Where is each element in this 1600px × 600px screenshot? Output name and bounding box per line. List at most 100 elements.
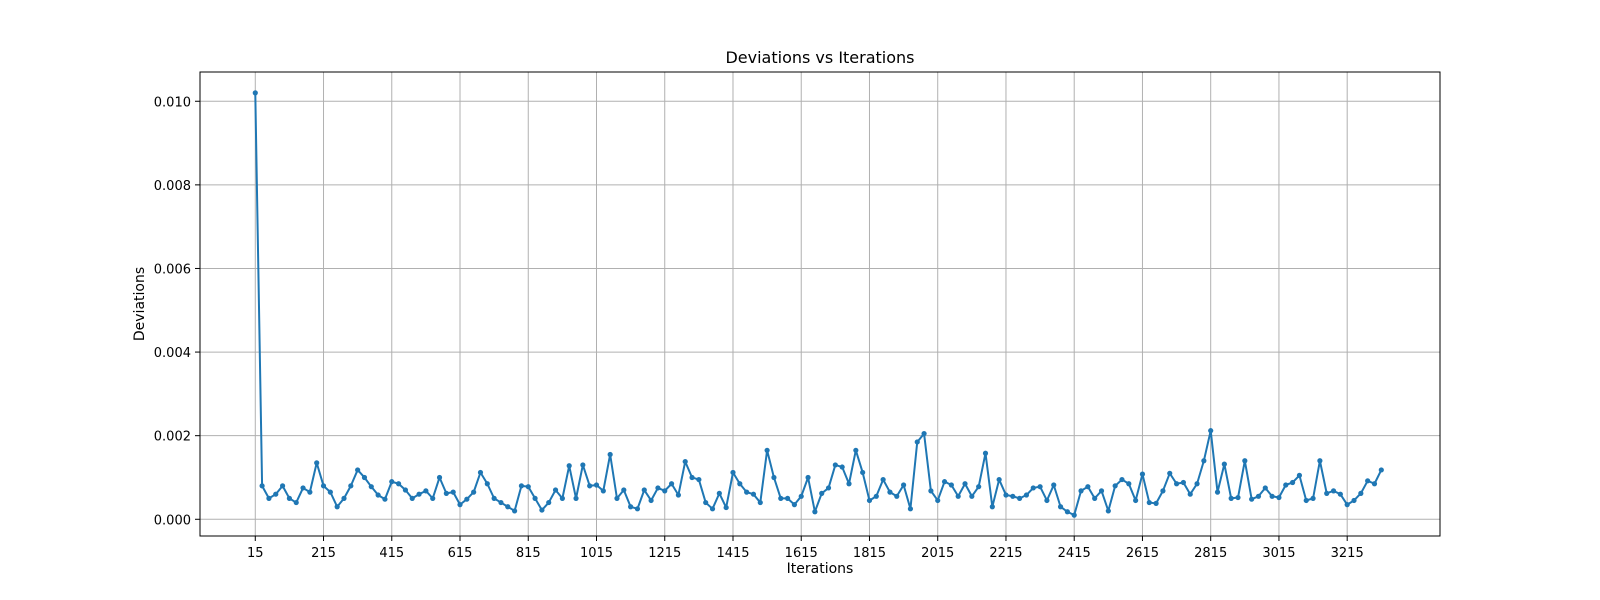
data-point — [791, 502, 798, 508]
data-point — [252, 90, 258, 96]
data-point — [1201, 458, 1207, 464]
data-point — [471, 489, 477, 495]
data-point — [1296, 472, 1303, 478]
data-point — [416, 491, 422, 497]
x-tick-label: 1015 — [580, 546, 613, 561]
data-point — [436, 474, 443, 481]
data-point — [505, 504, 511, 510]
data-point — [628, 504, 634, 510]
data-point — [607, 451, 613, 458]
data-point — [744, 489, 750, 495]
data-point — [716, 490, 722, 496]
data-point — [559, 495, 565, 501]
data-point — [1330, 488, 1337, 494]
data-point — [634, 506, 641, 512]
data-point — [1153, 500, 1159, 506]
data-point — [1037, 484, 1043, 490]
data-point — [539, 507, 545, 513]
data-point — [484, 481, 490, 487]
x-tick-label: 3215 — [1331, 546, 1364, 561]
x-tick-label: 3015 — [1262, 546, 1295, 561]
data-point — [655, 485, 661, 491]
data-point — [682, 458, 688, 465]
data-point — [969, 493, 975, 499]
data-point — [614, 495, 620, 501]
data-point — [1119, 476, 1125, 483]
data-point — [1173, 481, 1180, 487]
data-point — [1017, 495, 1023, 501]
data-point — [982, 450, 989, 456]
data-point — [1064, 509, 1070, 515]
data-point — [764, 447, 770, 453]
data-point — [368, 484, 374, 490]
x-tick-label: 615 — [448, 546, 473, 561]
data-point — [552, 487, 559, 493]
data-point — [1289, 479, 1296, 486]
data-point — [873, 493, 879, 499]
series-deviations — [252, 90, 1384, 518]
data-point — [1358, 490, 1364, 496]
data-point — [1371, 481, 1378, 487]
data-point — [750, 491, 757, 497]
x-tick-label: 1615 — [785, 546, 818, 561]
data-point — [703, 499, 709, 506]
data-point — [320, 483, 327, 489]
data-point — [1160, 488, 1166, 494]
data-point — [1262, 485, 1268, 491]
data-point — [348, 483, 354, 489]
data-point — [962, 481, 968, 487]
data-point — [880, 476, 886, 483]
x-axis-label: Iterations — [787, 561, 854, 577]
data-point — [805, 474, 811, 481]
data-point — [525, 484, 531, 490]
data-point — [566, 463, 572, 469]
data-point — [757, 499, 763, 506]
data-point — [778, 495, 784, 501]
data-point — [771, 474, 777, 481]
data-point — [1242, 458, 1248, 464]
data-point — [1146, 499, 1152, 506]
data-point — [846, 481, 852, 487]
data-point — [955, 493, 961, 499]
data-point — [300, 485, 306, 491]
x-axis-ticks: 15 215 415 615 815 1015 1215 1415 1615 1815 2015 22… — [247, 536, 1364, 561]
data-point — [1167, 470, 1173, 476]
data-point — [341, 495, 347, 501]
data-point — [798, 493, 804, 499]
data-point — [935, 497, 941, 504]
data-point — [518, 483, 525, 489]
data-point — [948, 482, 954, 488]
data-point — [314, 460, 320, 466]
data-point — [668, 481, 675, 487]
data-point — [675, 492, 681, 498]
data-point — [430, 495, 436, 501]
data-point — [921, 430, 927, 437]
data-point — [1337, 491, 1343, 497]
data-point — [409, 495, 415, 501]
data-point — [832, 462, 838, 468]
data-point — [546, 499, 552, 506]
data-point — [1365, 478, 1371, 484]
data-point — [395, 481, 402, 487]
data-point — [389, 479, 395, 485]
data-point — [887, 489, 893, 495]
data-point — [866, 497, 873, 504]
data-point — [1051, 482, 1057, 488]
data-point — [1085, 484, 1091, 490]
data-point — [266, 495, 272, 501]
data-point — [641, 487, 647, 493]
data-point — [464, 496, 470, 502]
data-point — [1044, 497, 1050, 504]
data-point — [730, 469, 736, 476]
data-point — [825, 485, 832, 491]
data-point — [839, 464, 845, 470]
data-point — [784, 495, 791, 501]
data-point — [860, 469, 866, 476]
data-point — [498, 499, 504, 506]
data-point — [662, 488, 668, 494]
data-point — [457, 502, 463, 508]
data-point — [709, 506, 716, 512]
data-point — [286, 495, 292, 501]
data-point — [580, 462, 586, 468]
